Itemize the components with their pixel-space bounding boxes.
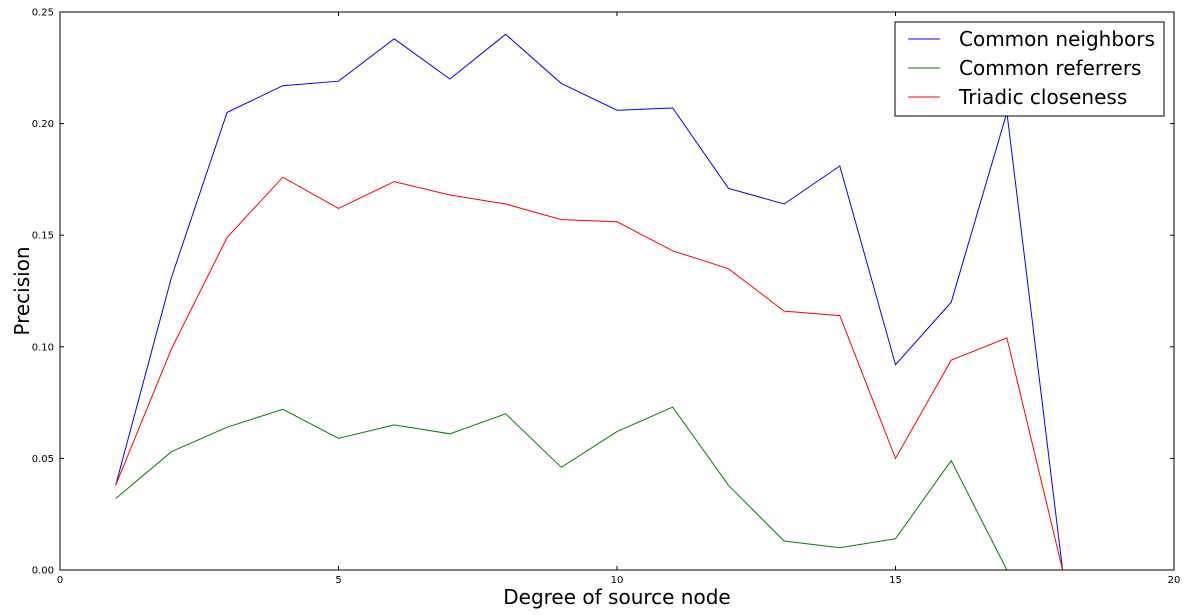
x-axis-label: Degree of source node (503, 585, 730, 609)
legend-box (894, 21, 1165, 117)
series-lines (115, 33, 1119, 571)
x-tick-label: 20 (1168, 575, 1181, 586)
legend-label-common-neighbors: Common neighbors (959, 27, 1155, 51)
x-tick-label: 10 (611, 575, 624, 586)
legend-label-common-referrers: Common referrers (959, 56, 1141, 80)
legend: Common neighbors Common referrers Triadic … (894, 21, 1165, 117)
x-tick-label: 5 (335, 575, 341, 586)
series-line-common-referrers (115, 406, 1119, 571)
x-tick-label: 15 (889, 575, 902, 586)
y-tick-label: 0.15 (32, 231, 54, 242)
legend-label-triadic-closeness: Triadic closeness (958, 85, 1127, 109)
series-line-common-neighbors (115, 33, 1119, 571)
x-tick-label: 0 (57, 575, 63, 586)
y-tick-label: 0.10 (32, 342, 54, 353)
y-tick-label: 0.05 (32, 454, 54, 465)
y-tick-label: 0.25 (32, 8, 54, 19)
y-axis-label: Precision (10, 246, 34, 335)
y-tick-label: 0.20 (32, 119, 54, 130)
plot-frame (59, 11, 1175, 571)
series-line-triadic-closeness (115, 176, 1119, 571)
y-tick-label: 0.00 (32, 566, 54, 577)
tick-labels: 0 5 10 15 20 0.00 0.05 0.10 0.15 0.20 0.25 (32, 8, 1181, 587)
